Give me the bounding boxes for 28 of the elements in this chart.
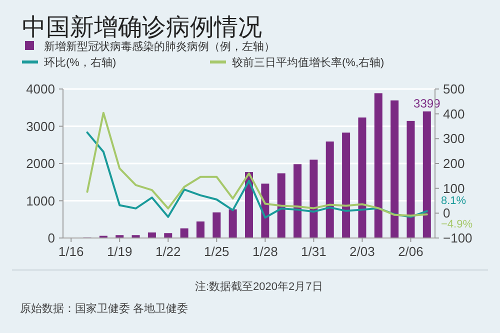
- y2-tick-label: 300: [443, 131, 465, 146]
- x-tick-label: 1/22: [155, 244, 181, 259]
- y-tick-label: 4000: [26, 82, 55, 97]
- text: 原始数据：国家卫健委 各地卫健委: [20, 302, 188, 315]
- x-tick-label: 1/31: [301, 244, 326, 259]
- y-tick-label: 2000: [26, 156, 55, 172]
- x-tick-label: 2/06: [398, 244, 424, 259]
- y2-tick-label: −100: [443, 230, 472, 246]
- text: 注:数据截至2020年2月7日: [195, 280, 323, 293]
- data-label: −4.9%: [441, 218, 473, 230]
- x-tick-label: 2/03: [350, 244, 375, 259]
- y2-tick-label: 500: [443, 82, 465, 97]
- x-tick-label: 1/25: [204, 244, 230, 259]
- y2-tick-label: 200: [443, 156, 465, 172]
- y2-tick-label: 0: [443, 206, 450, 221]
- y2-tick-label: 100: [443, 180, 465, 196]
- x-tick-label: 1/28: [252, 244, 278, 259]
- legend-label: 环比(%，右轴): [44, 56, 116, 69]
- y-tick-label: 0: [48, 230, 55, 246]
- x-tick-label: 1/19: [106, 244, 132, 259]
- y-tick-label: 3000: [26, 118, 55, 134]
- x-tick-label: 1/16: [58, 244, 84, 259]
- legend-label: 较前三日平均值增长率(%,右轴): [232, 56, 384, 69]
- data-label: 8.1%: [441, 195, 466, 208]
- y2-tick-label: 400: [443, 106, 465, 122]
- legend-label: 新增新型冠状病毒感染的肺炎病例（例，左轴）: [44, 40, 275, 53]
- chart-title: 中国新增确诊病例情况: [22, 14, 262, 41]
- y-tick-label: 1000: [26, 193, 55, 208]
